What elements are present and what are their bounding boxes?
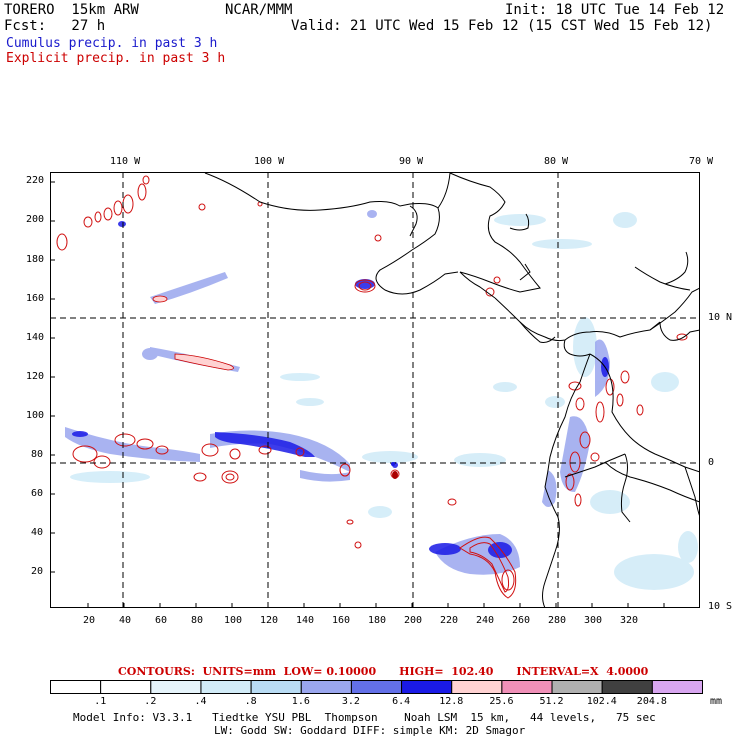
colorbar-label: 6.4 <box>392 696 411 707</box>
lon-label-80w: 80 W <box>544 156 569 167</box>
y-tick: 80 <box>31 449 44 460</box>
light-precip-areas <box>70 212 698 590</box>
x-tick: 40 <box>119 615 132 626</box>
lat-label-10s: 10 S <box>708 601 733 612</box>
colorbar-cell <box>200 680 252 694</box>
lat-label-10n: 10 N <box>708 312 733 323</box>
colorbar-cell <box>350 680 403 694</box>
y-tick: 60 <box>31 488 44 499</box>
y-tick: 140 <box>26 332 45 343</box>
x-tick: 140 <box>296 615 315 626</box>
colorbar-cell <box>150 680 202 694</box>
colorbar-label: 12.8 <box>439 696 464 707</box>
lon-label-100w: 100 W <box>254 156 285 167</box>
colorbar-cell <box>451 680 503 694</box>
x-tick: 160 <box>332 615 351 626</box>
colorbar-label: 25.6 <box>489 696 514 707</box>
y-tick: 200 <box>26 214 45 225</box>
colorbar-cell <box>601 680 653 694</box>
model-info: Model Info: V3.3.1 Tiedtke YSU PBL Thomp… <box>73 711 656 724</box>
x-tick: 180 <box>368 615 387 626</box>
x-tick: 200 <box>404 615 423 626</box>
init-time: Init: 18 UTC Tue 14 Feb 12 <box>505 2 725 18</box>
explicit-precip-contours <box>56 175 688 599</box>
y-tick: 220 <box>26 175 45 186</box>
forecast-hour: Fcst: 27 h <box>4 18 106 34</box>
x-tick: 100 <box>224 615 243 626</box>
x-tick: 120 <box>260 615 279 626</box>
colorbar <box>50 680 703 694</box>
lon-label-110w: 110 W <box>110 156 141 167</box>
graticule <box>50 172 700 608</box>
colorbar-label: .1 <box>94 696 107 707</box>
colorbar-label: 102.4 <box>586 696 617 707</box>
colorbar-cell <box>501 680 553 694</box>
colorbar-label: 3.2 <box>341 696 360 707</box>
x-tick: 240 <box>476 615 495 626</box>
x-tick: 260 <box>512 615 531 626</box>
y-tick: 180 <box>26 254 45 265</box>
colorbar-unit: mm <box>710 696 723 707</box>
valid-time: Valid: 21 UTC Wed 15 Feb 12 (15 CST Wed … <box>291 18 713 34</box>
field2-title: Explicit precip. in past 3 h <box>6 51 226 66</box>
coastlines <box>204 172 700 608</box>
colorbar-label: .8 <box>244 696 257 707</box>
x-tick: 20 <box>83 615 96 626</box>
colorbar-cell <box>300 680 352 694</box>
colorbar-cell <box>250 680 302 694</box>
colorbar-label: 51.2 <box>539 696 564 707</box>
lat-label-0: 0 <box>708 457 715 468</box>
y-tick: 160 <box>26 293 45 304</box>
contour-info: CONTOURS: UNITS=mm LOW= 0.10000 HIGH= 10… <box>118 665 649 678</box>
field1-title: Cumulus precip. in past 3 h <box>6 36 218 51</box>
colorbar-label: .2 <box>144 696 157 707</box>
colorbar-label: 1.6 <box>291 696 310 707</box>
lon-label-90w: 90 W <box>399 156 424 167</box>
x-tick: 320 <box>620 615 639 626</box>
y-tick: 100 <box>26 410 45 421</box>
colorbar-label: 204.8 <box>636 696 667 707</box>
lon-label-70w: 70 W <box>689 156 714 167</box>
colorbar-cell <box>551 680 603 694</box>
colorbar-cell <box>651 680 703 694</box>
precip-map <box>50 172 700 608</box>
pink-precip-areas <box>152 295 234 371</box>
x-tick: 80 <box>191 615 204 626</box>
colorbar-cell <box>401 680 453 694</box>
x-tick: 280 <box>548 615 567 626</box>
center-label: NCAR/MMM <box>225 2 293 18</box>
axis-ticks <box>50 181 665 608</box>
y-tick: 20 <box>31 566 44 577</box>
colorbar-label: .4 <box>194 696 207 707</box>
isolated-cell <box>391 462 398 479</box>
x-tick: 60 <box>155 615 168 626</box>
physics-info: LW: Godd SW: Goddard DIFF: simple KM: 2D… <box>214 724 526 737</box>
model-title: TORERO 15km ARW <box>4 2 139 18</box>
y-tick: 120 <box>26 371 45 382</box>
x-tick: 300 <box>584 615 603 626</box>
colorbar-cell <box>50 680 102 694</box>
colorbar-cell <box>100 680 152 694</box>
x-tick: 220 <box>440 615 459 626</box>
y-tick: 40 <box>31 527 44 538</box>
